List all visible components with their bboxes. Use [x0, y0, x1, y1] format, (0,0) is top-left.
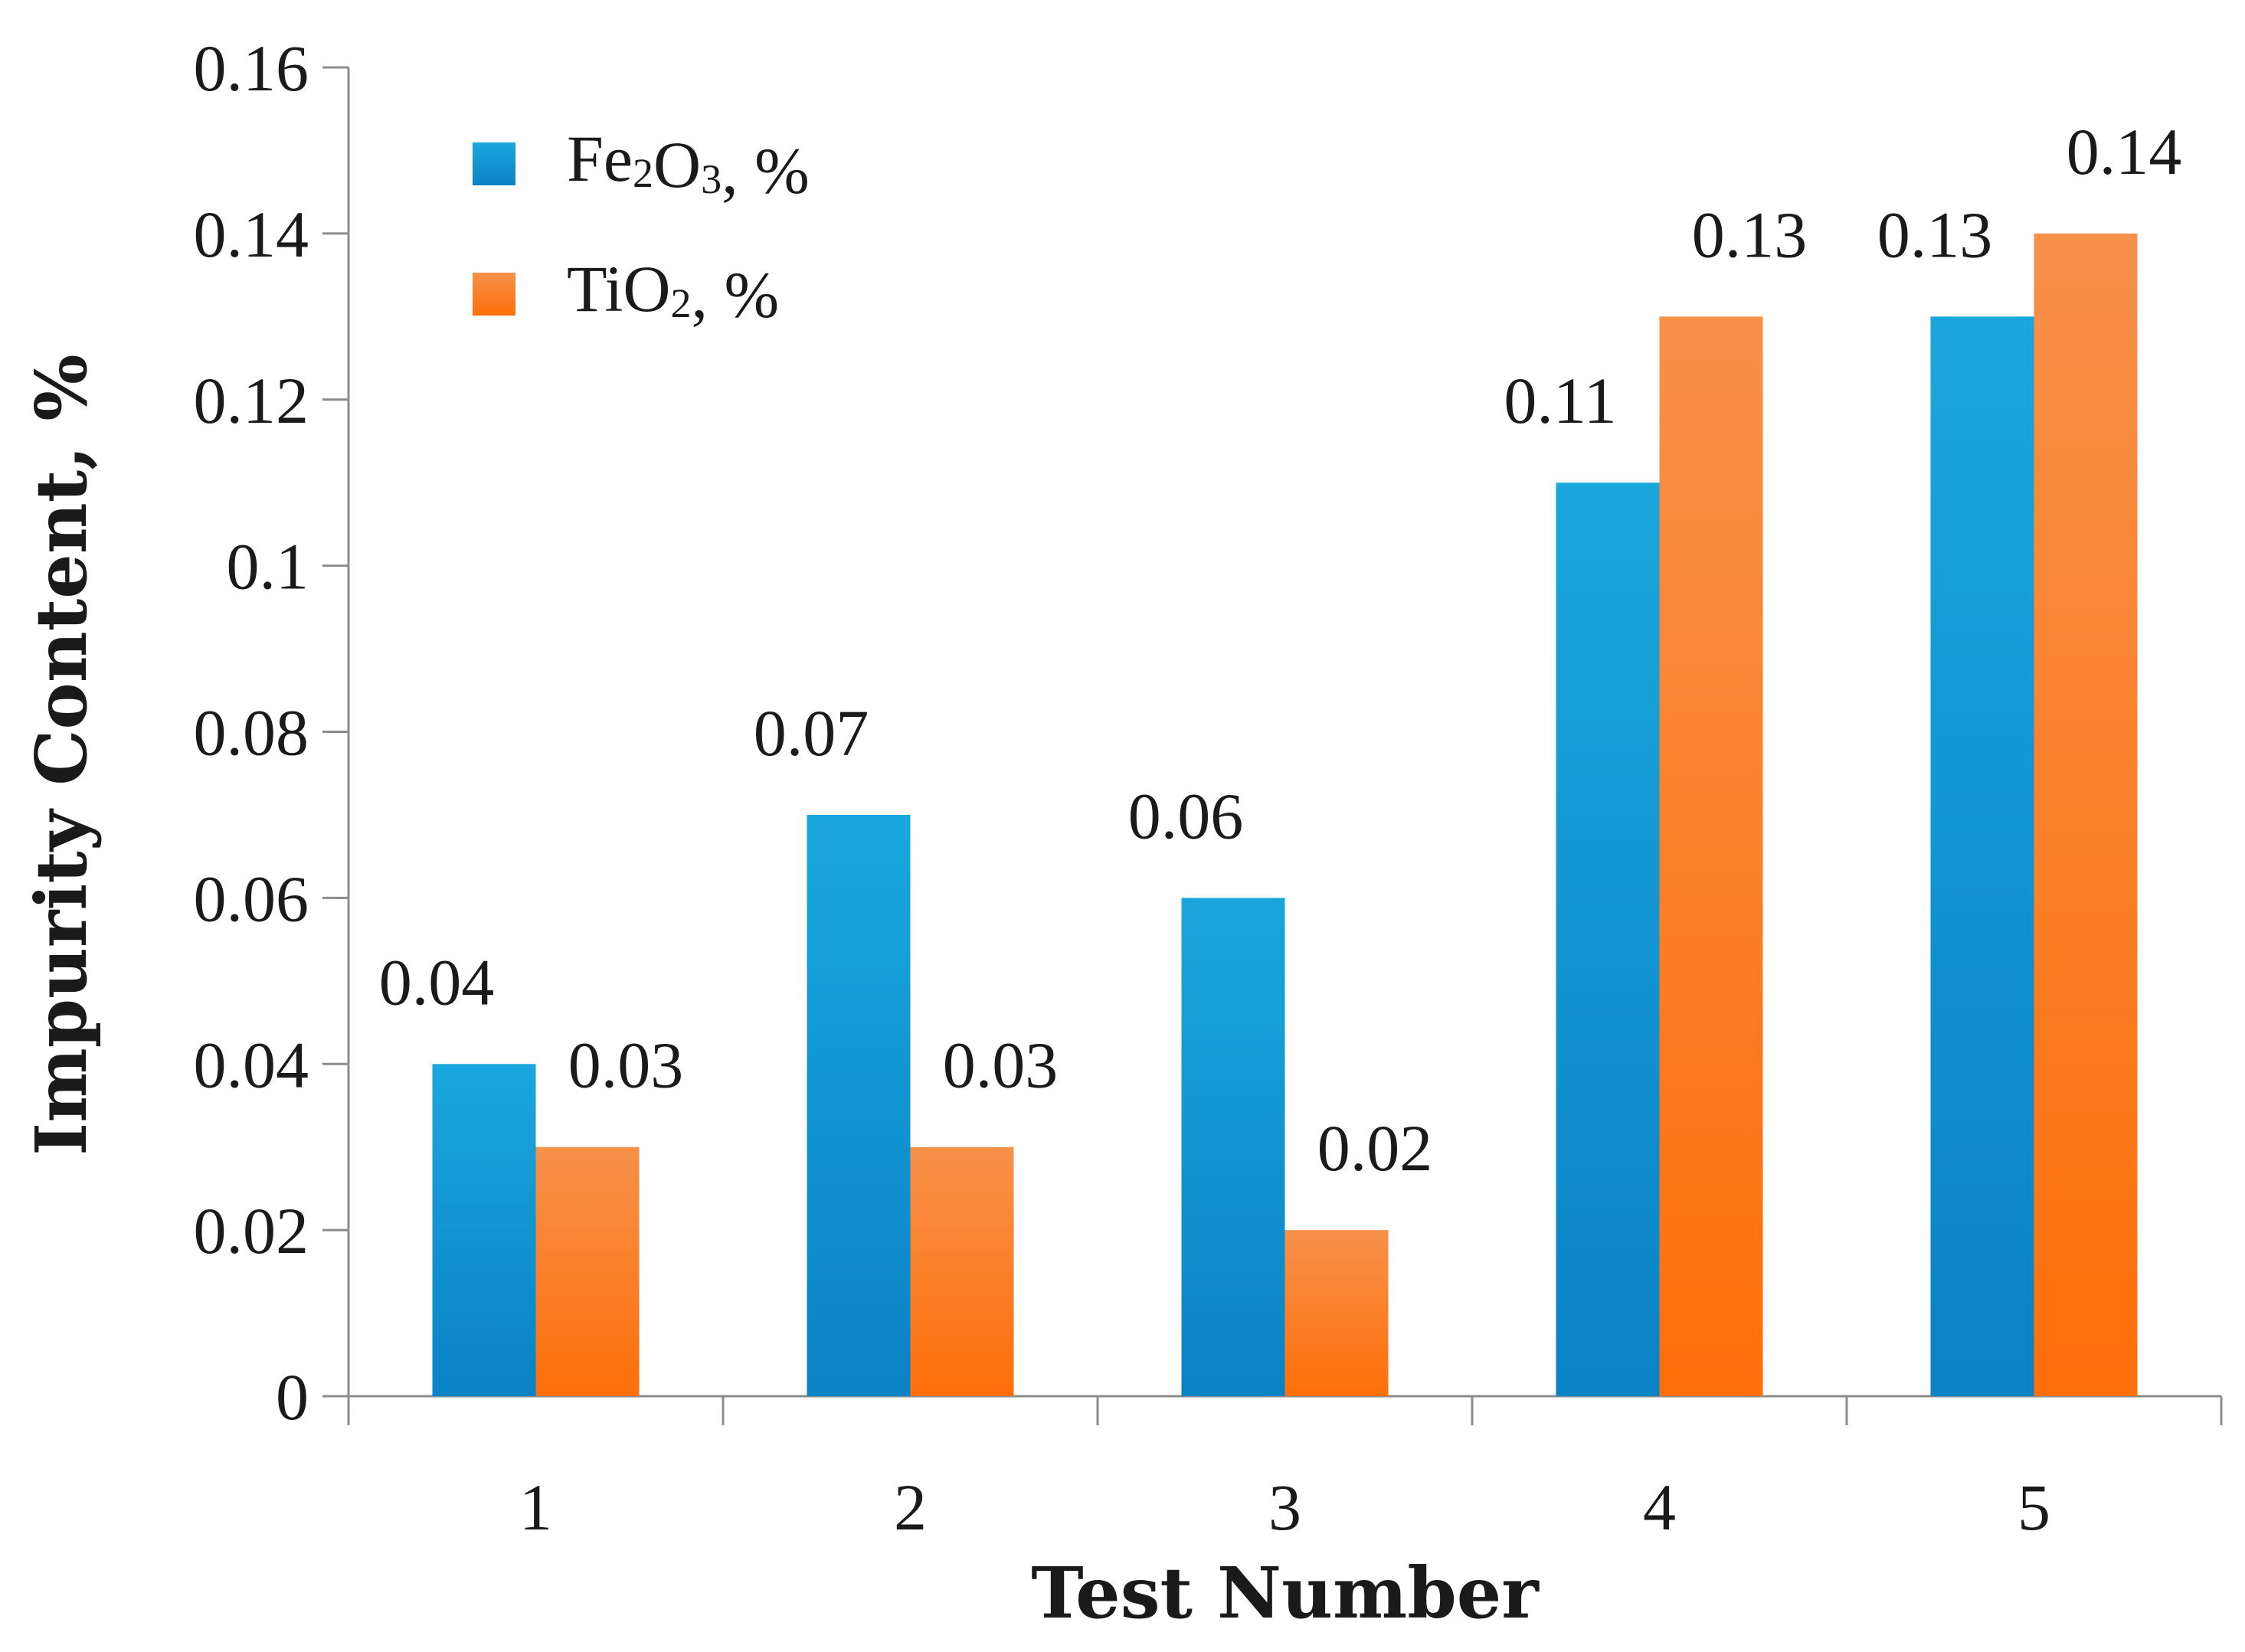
- x-tick-label: 2: [894, 1470, 927, 1544]
- y-axis-title: Impurity Content, %: [20, 354, 103, 1155]
- y-tick-label: 0.12: [194, 364, 309, 437]
- bar-tio2: [1659, 316, 1763, 1396]
- data-label: 0.03: [943, 1029, 1059, 1102]
- legend-label: Fe2O3, %: [567, 122, 810, 208]
- legend-swatch: [473, 142, 515, 185]
- data-label: 0.04: [379, 945, 495, 1019]
- data-label: 0.13: [1692, 198, 1808, 271]
- bar-fe2o3: [807, 814, 911, 1396]
- bar-fe2o3: [1930, 316, 2034, 1396]
- legend: Fe2O3, %TiO2, %: [473, 122, 810, 332]
- data-label: 0.13: [1877, 198, 1993, 271]
- bar-tio2: [535, 1147, 640, 1396]
- subscript: 2: [633, 150, 653, 196]
- data-label: 0.06: [1128, 779, 1244, 852]
- legend-label: TiO2, %: [567, 252, 779, 332]
- legend-text-part: , %: [722, 134, 810, 208]
- legend-text-part: , %: [692, 258, 780, 332]
- y-tick-label: 0.04: [194, 1028, 309, 1101]
- bars: [432, 233, 2138, 1396]
- data-label: 0.07: [754, 696, 869, 770]
- data-label: 0.14: [2067, 115, 2182, 188]
- y-tick-label: 0.16: [194, 31, 309, 105]
- bar-tio2: [1284, 1230, 1389, 1396]
- legend-text-part: TiO: [567, 252, 671, 325]
- y-tick-label: 0.1: [227, 530, 309, 604]
- y-tick-label: 0: [276, 1360, 309, 1434]
- y-tick-label: 0.06: [194, 862, 309, 935]
- axes: 0 0.02 0.04 0.06 0.08 0.1 0.12 0.14 0.16 1 2 3 4 5: [194, 31, 2223, 1544]
- data-label: 0.03: [568, 1029, 684, 1102]
- x-tick-label: 1: [519, 1470, 552, 1544]
- data-label: 0.11: [1504, 364, 1616, 437]
- y-tick-label: 0.02: [194, 1194, 309, 1268]
- y-tick-label: 0.08: [194, 696, 309, 770]
- subscript: 2: [671, 280, 692, 326]
- x-tick-label: 3: [1268, 1470, 1301, 1544]
- x-tick-label: 5: [2018, 1470, 2050, 1544]
- data-label: 0.02: [1317, 1111, 1433, 1185]
- bar-tio2: [2034, 233, 2138, 1396]
- bar-fe2o3: [1556, 483, 1660, 1396]
- legend-text-part: O: [653, 128, 701, 201]
- bar-tio2: [910, 1147, 1014, 1396]
- x-axis-title: Test Number: [1031, 1552, 1540, 1634]
- bar-fe2o3: [432, 1064, 536, 1396]
- bar-fe2o3: [1181, 898, 1285, 1396]
- legend-swatch: [473, 273, 515, 316]
- x-tick-label: 4: [1643, 1470, 1676, 1544]
- data-labels: 0.04 0.07 0.06 0.11 0.13 0.03 0.03 0.02 0.13 0.14: [379, 115, 2182, 1185]
- legend-text-part: Fe: [567, 122, 633, 195]
- y-tick-label: 0.14: [194, 198, 309, 271]
- subscript: 3: [701, 156, 722, 202]
